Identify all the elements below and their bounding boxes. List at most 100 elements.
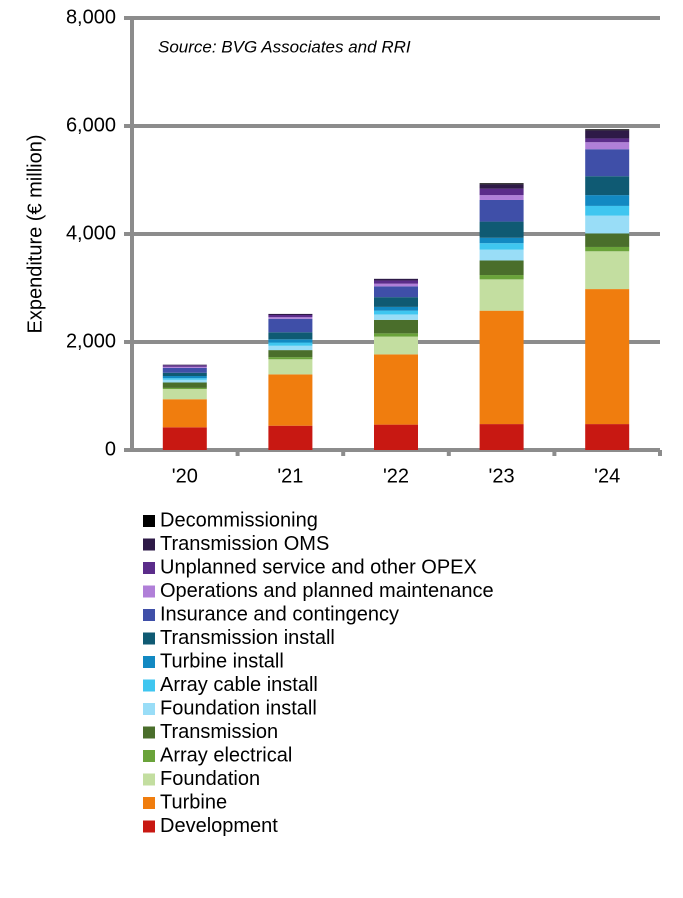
bar-segment [162, 388, 207, 400]
bar-segment [162, 365, 207, 367]
bar-segment [374, 297, 418, 307]
y-axis-label: Expenditure (€ million) [24, 135, 46, 334]
bar-segment [374, 336, 418, 355]
y-tick-label: 0 [105, 438, 116, 460]
bar-segment [479, 221, 524, 238]
bar-segment [585, 289, 630, 425]
bar-segment [374, 314, 418, 320]
y-tick-label: 8,000 [66, 6, 116, 28]
x-tick-label: '23 [489, 465, 515, 487]
bar-segment [162, 376, 207, 379]
bar-segment [162, 372, 207, 377]
bar-segment [479, 184, 524, 189]
bar-segment [162, 378, 207, 380]
legend-label: Foundation install [160, 697, 317, 719]
legend-label: Array cable install [160, 674, 318, 696]
legend-label: Insurance and contingency [160, 603, 399, 625]
bar-segment [479, 237, 524, 244]
bar-segment [585, 251, 630, 290]
bar-segment [585, 138, 630, 143]
bar-segment [268, 342, 313, 346]
bar-segment [585, 149, 630, 177]
x-tick-label: '21 [277, 465, 303, 487]
x-tick-label: '22 [383, 465, 409, 487]
bar-segment [162, 427, 207, 450]
bar-segment [479, 424, 524, 450]
legend-swatch [143, 538, 155, 551]
legend-label: Foundation [160, 768, 260, 790]
legend-swatch [143, 656, 155, 668]
bar-segment [268, 317, 313, 319]
bar-segment [585, 130, 630, 139]
legend-label: Turbine [160, 791, 227, 813]
legend-label: Decommissioning [160, 509, 318, 531]
legend-label: Operations and planned maintenance [160, 580, 494, 602]
legend-swatch [143, 562, 155, 574]
bar-segment [268, 339, 313, 343]
bar-segment [268, 425, 313, 450]
bar-segment [374, 424, 418, 450]
bar-segment [479, 199, 524, 222]
bar-segment [585, 142, 630, 150]
legend-swatch [143, 726, 155, 739]
legend-label: Unplanned service and other OPEX [160, 556, 477, 578]
bar-segment [585, 205, 630, 216]
bar-segment [268, 350, 313, 358]
y-tick-label: 4,000 [66, 222, 116, 244]
bar-segment [268, 357, 313, 360]
bar-segment [479, 188, 524, 196]
legend-label: Transmission install [160, 627, 335, 649]
bar-segment [479, 249, 524, 261]
bar-segment [585, 424, 630, 450]
bar-segment [162, 382, 207, 388]
bar-segment [162, 379, 207, 383]
legend-label: Transmission OMS [160, 533, 329, 555]
bar-segment [268, 315, 313, 318]
y-tick-label: 2,000 [66, 330, 116, 352]
bar-segment [268, 332, 313, 340]
legend-swatch [143, 585, 155, 598]
bar-segment [479, 243, 524, 250]
legend-swatch [143, 797, 155, 809]
bar-segment [374, 286, 418, 298]
bar-segment [374, 278, 418, 281]
bar-segment [585, 176, 630, 196]
legend-swatch [143, 773, 155, 786]
bar-segment [162, 366, 207, 368]
bar-segment [268, 313, 313, 315]
bar-segment [479, 310, 524, 425]
bar-segment [374, 333, 418, 337]
bar-segment [162, 387, 207, 389]
bar-segment [162, 364, 207, 366]
bar-segment [585, 233, 630, 247]
bar-segment [479, 279, 524, 311]
bar-segment [374, 354, 418, 425]
legend-swatch [143, 703, 155, 715]
legend-label: Transmission [160, 721, 278, 743]
legend-swatch [143, 609, 155, 621]
bar-segment [479, 183, 524, 185]
bar-segment [585, 215, 630, 234]
x-tick-label: '20 [172, 465, 198, 487]
legend-swatch [143, 515, 155, 527]
bar-segment [585, 195, 630, 206]
legend-label: Array electrical [160, 744, 292, 766]
bar-segment [162, 367, 207, 373]
bar-segment [479, 195, 524, 200]
legend-label: Development [160, 815, 278, 837]
bar-segment [268, 345, 313, 351]
bar-segment [268, 359, 313, 375]
bar-segment [374, 319, 418, 334]
bar-segment [479, 275, 524, 280]
y-tick-label: 6,000 [66, 114, 116, 136]
legend-swatch [143, 820, 155, 833]
bar-segment [374, 283, 418, 287]
bar-segment [374, 280, 418, 284]
bar-segment [268, 318, 313, 333]
bar-segment [479, 260, 524, 276]
legend-label: Turbine install [160, 650, 284, 672]
source-note: Source: BVG Associates and RRI [158, 37, 411, 56]
legend-swatch [143, 679, 155, 692]
x-tick-label: '24 [594, 465, 620, 487]
bar-segment [585, 129, 630, 131]
